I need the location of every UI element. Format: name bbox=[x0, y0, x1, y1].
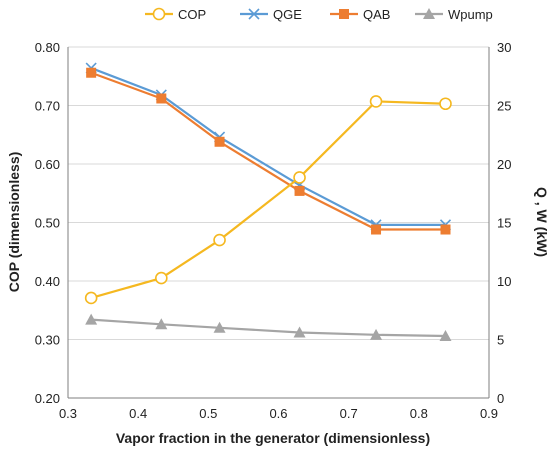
axes bbox=[67, 47, 490, 399]
left-y-tick-label: 0.50 bbox=[35, 216, 60, 231]
data-point-cop bbox=[155, 271, 168, 285]
series-line-qge bbox=[90, 67, 446, 226]
legend-label-qab: QAB bbox=[363, 7, 390, 22]
left-y-tick-label: 0.20 bbox=[35, 391, 60, 406]
left-y-tick-label: 0.30 bbox=[35, 333, 60, 348]
data-point-qab bbox=[156, 93, 167, 104]
legend-label-cop: COP bbox=[178, 7, 206, 22]
data-point-qab bbox=[440, 224, 451, 235]
left-y-tick-label: 0.70 bbox=[35, 99, 60, 114]
left-y-tick-label: 0.40 bbox=[35, 274, 60, 289]
left-y-tick-label: 0.60 bbox=[35, 157, 60, 172]
x-tick-labels: 0.3 0.4 0.5 0.6 0.7 0.8 0.9 bbox=[59, 406, 498, 421]
right-y-tick-label: 25 bbox=[497, 99, 511, 114]
x-tick-label: 0.7 bbox=[340, 406, 358, 421]
data-point-qab bbox=[86, 67, 97, 78]
right-y-tick-label: 5 bbox=[497, 333, 504, 348]
series-line-cop bbox=[90, 100, 446, 300]
legend-marker-cop bbox=[152, 7, 166, 21]
data-point-wpump bbox=[370, 328, 383, 340]
data-point-wpump bbox=[293, 326, 306, 338]
x-axis-title: Vapor fraction in the generator (dimensi… bbox=[116, 430, 430, 446]
series-line-qab bbox=[90, 71, 446, 231]
data-point-wpump bbox=[155, 318, 168, 330]
right-y-axis-title: Q , W (kW) bbox=[534, 187, 550, 257]
right-y-tick-labels: 0 5 10 15 20 25 30 bbox=[497, 40, 511, 406]
x-tick-label: 0.9 bbox=[480, 406, 498, 421]
x-tick-label: 0.4 bbox=[129, 406, 147, 421]
data-point-qab bbox=[214, 136, 225, 147]
legend-marker-wpump bbox=[423, 8, 435, 19]
legend-item-qab: QAB bbox=[330, 7, 390, 22]
data-point-cop bbox=[213, 233, 226, 247]
right-y-tick-label: 15 bbox=[497, 216, 511, 231]
data-point-cop bbox=[293, 171, 306, 184]
data-point-wpump bbox=[439, 329, 452, 341]
data-point-qab bbox=[294, 185, 305, 196]
legend-label-wpump: Wpump bbox=[448, 7, 493, 22]
gridlines bbox=[68, 46, 489, 399]
left-y-tick-labels: 0.20 0.30 0.40 0.50 0.60 0.70 0.80 bbox=[35, 40, 60, 406]
data-point-wpump bbox=[85, 313, 98, 325]
legend-item-wpump: Wpump bbox=[415, 7, 493, 22]
series-line-wpump bbox=[91, 318, 446, 338]
legend-marker-qab bbox=[339, 9, 349, 19]
chart-legend: COP QGE QAB Wpump bbox=[145, 7, 493, 22]
legend-item-qge: QGE bbox=[240, 7, 302, 22]
series-group bbox=[84, 62, 452, 341]
x-tick-label: 0.6 bbox=[269, 406, 287, 421]
legend-marker-qge bbox=[248, 8, 260, 20]
series-wpump bbox=[85, 313, 452, 341]
data-point-cop bbox=[439, 97, 452, 111]
legend-item-cop: COP bbox=[145, 7, 206, 22]
left-y-axis-title: COP (dimensionless) bbox=[6, 152, 22, 293]
right-y-tick-label: 30 bbox=[497, 40, 511, 55]
right-y-tick-label: 10 bbox=[497, 274, 511, 289]
series-qge bbox=[85, 62, 452, 231]
data-point-cop bbox=[84, 291, 98, 305]
x-tick-label: 0.8 bbox=[410, 406, 428, 421]
legend-label-qge: QGE bbox=[273, 7, 302, 22]
data-point-cop bbox=[369, 95, 383, 108]
x-tick-label: 0.3 bbox=[59, 406, 77, 421]
right-y-tick-label: 0 bbox=[497, 391, 504, 406]
data-point-wpump bbox=[213, 321, 226, 333]
series-cop bbox=[84, 95, 452, 305]
x-tick-label: 0.5 bbox=[199, 406, 217, 421]
data-point-qab bbox=[371, 224, 382, 235]
series-qab bbox=[86, 67, 451, 235]
left-y-tick-label: 0.80 bbox=[35, 40, 60, 55]
right-y-tick-label: 20 bbox=[497, 157, 511, 172]
